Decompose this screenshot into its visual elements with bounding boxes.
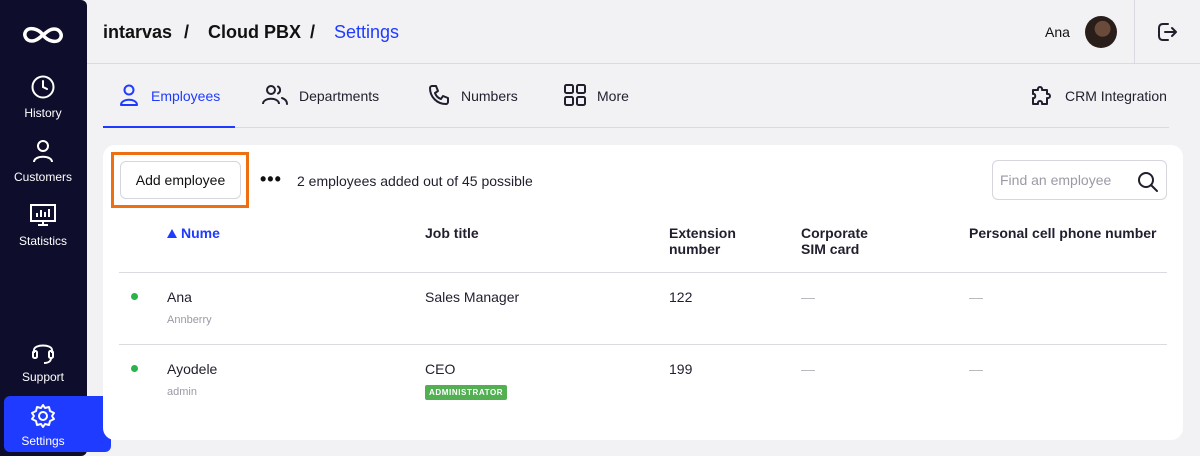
search-icon[interactable] <box>1137 171 1159 198</box>
search-input[interactable] <box>1000 170 1130 190</box>
administrator-badge: ADMINISTRATOR <box>425 385 508 400</box>
column-header-extension[interactable]: Extension number <box>669 225 736 257</box>
breadcrumb-item[interactable]: Cloud PBX <box>208 22 301 42</box>
sidebar-item-statistics[interactable]: Statistics <box>4 202 111 258</box>
active-tab-indicator <box>103 126 235 128</box>
sidebar-item-history[interactable]: History <box>4 74 111 130</box>
sidebar-item-customers[interactable]: Customers <box>4 138 111 194</box>
puzzle-icon <box>1029 82 1065 111</box>
sidebar-item-support[interactable]: Support <box>4 338 111 394</box>
settings-tabs: Employees Departments Numbers More CRM I… <box>103 64 1169 128</box>
employee-personal-phone: — <box>969 361 983 377</box>
user-name[interactable]: Ana <box>1045 24 1070 40</box>
column-header-name[interactable]: Nume <box>167 225 220 241</box>
sidebar-item-label: Customers <box>13 170 72 184</box>
breadcrumb-separator: / <box>310 22 316 42</box>
breadcrumb-item[interactable]: intarvas <box>103 22 173 42</box>
clock-icon <box>4 74 82 104</box>
more-options-icon[interactable]: ••• <box>260 169 282 189</box>
employee-job-title: CEO <box>425 361 456 377</box>
sidebar: History Customers Statistics Support Set… <box>0 0 111 456</box>
tab-employees[interactable]: Employees <box>117 64 220 128</box>
divider <box>119 344 1167 345</box>
tab-label: More <box>597 88 629 104</box>
top-header: intarvas / Cloud PBX / Settings Ana <box>87 0 1200 64</box>
employee-corporate-sim: — <box>801 361 815 377</box>
gear-icon <box>4 402 82 432</box>
person-icon <box>4 138 82 168</box>
status-online-dot <box>131 293 138 300</box>
chart-board-icon <box>4 202 82 232</box>
tab-more[interactable]: More <box>563 64 629 128</box>
breadcrumb-current: Settings <box>334 22 400 42</box>
sidebar-item-label: Support <box>21 370 65 384</box>
tab-label: Departments <box>299 88 380 104</box>
tab-numbers[interactable]: Numbers <box>427 64 518 128</box>
headset-icon <box>4 338 82 368</box>
employee-job-title: Sales Manager <box>425 289 520 305</box>
employee-extension: 122 <box>669 289 693 305</box>
header-divider <box>1134 0 1135 64</box>
person-outline-icon <box>117 83 151 110</box>
employee-count-text: 2 employees added out of 45 possible <box>297 173 533 189</box>
column-header-corporate-sim[interactable]: Corporate SIM card <box>801 225 868 257</box>
people-icon <box>261 83 299 110</box>
divider <box>119 272 1167 273</box>
employee-name[interactable]: Ayodele <box>167 361 218 377</box>
tab-label: Employees <box>151 88 221 104</box>
employee-personal-phone: — <box>969 289 983 305</box>
tab-label: Numbers <box>461 88 518 104</box>
tab-departments[interactable]: Departments <box>261 64 379 128</box>
phone-icon <box>427 83 461 110</box>
search-box <box>992 160 1167 200</box>
column-header-personal-phone[interactable]: Personal cell phone number <box>969 225 1157 241</box>
column-header-job-title[interactable]: Job title <box>425 225 479 241</box>
employee-username: admin <box>167 386 197 398</box>
sidebar-item-label: Settings <box>21 434 65 448</box>
status-online-dot <box>131 365 138 372</box>
tab-label: CRM Integration <box>1065 88 1167 104</box>
employee-name[interactable]: Ana <box>167 289 192 305</box>
highlight-box <box>111 152 249 208</box>
avatar[interactable] <box>1085 16 1117 48</box>
tab-crm-integration[interactable]: CRM Integration <box>1029 64 1167 128</box>
sidebar-item-settings[interactable]: Settings <box>4 396 111 452</box>
breadcrumb-separator: / <box>184 22 190 42</box>
sidebar-item-label: Statistics <box>18 234 67 248</box>
logout-icon[interactable] <box>1155 20 1179 49</box>
sort-ascending-icon <box>167 229 177 238</box>
employee-extension: 199 <box>669 361 693 377</box>
sidebar-item-label: History <box>24 106 62 120</box>
employees-card: Add employee ••• 2 employees added out o… <box>103 145 1183 440</box>
employee-username: Annberry <box>167 314 212 326</box>
infinity-logo-icon[interactable] <box>21 25 65 50</box>
add-employee-button[interactable]: Add employee <box>120 161 241 199</box>
column-header-label: Nume <box>181 225 220 241</box>
employee-corporate-sim: — <box>801 289 815 305</box>
grid-icon <box>563 83 597 110</box>
